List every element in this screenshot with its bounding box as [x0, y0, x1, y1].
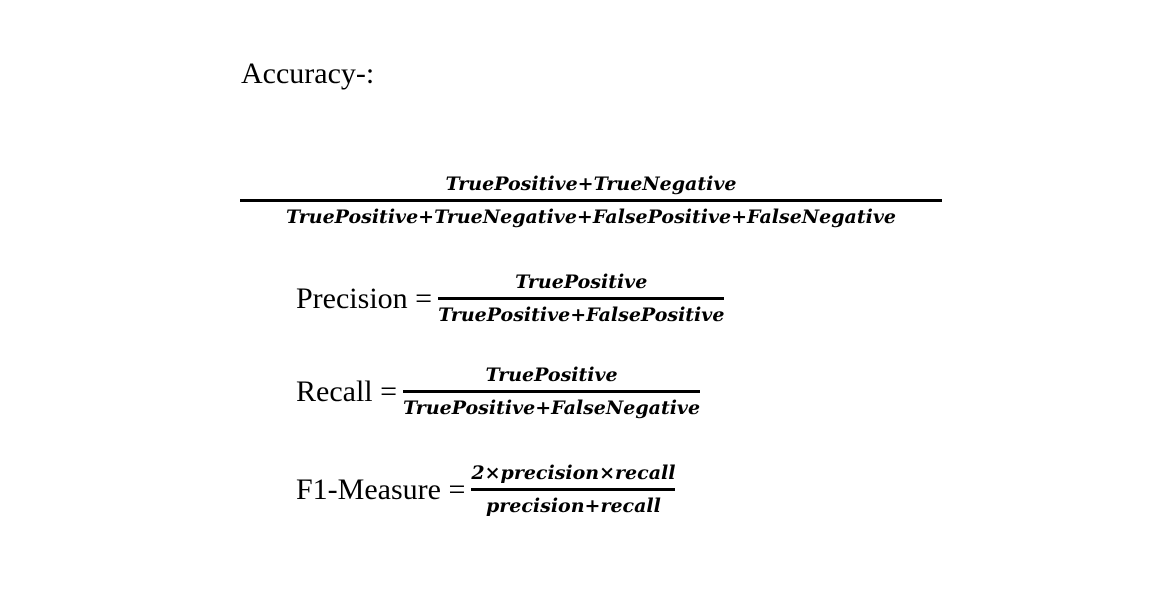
accuracy-numerator: TruePositive+TrueNegative	[445, 173, 737, 195]
accuracy-fraction-bar	[240, 199, 942, 202]
f1-fraction: 2×precision×recall precision+recall	[471, 461, 676, 518]
precision-label: Precision =	[296, 281, 433, 315]
precision-formula: Precision = TruePositive TruePositive+Fa…	[296, 270, 725, 327]
accuracy-heading: Accuracy-:	[241, 57, 375, 90]
recall-fraction: TruePositive TruePositive+FalseNegative	[403, 363, 701, 420]
accuracy-denominator: TruePositive+TrueNegative+FalsePositive+…	[286, 206, 896, 228]
accuracy-fraction: TruePositive+TrueNegative TruePositive+T…	[240, 172, 942, 229]
f1-fraction-bar	[471, 488, 676, 491]
recall-fraction-bar	[403, 390, 701, 393]
precision-numerator: TruePositive	[515, 271, 648, 293]
f1-numerator: 2×precision×recall	[471, 462, 676, 484]
recall-numerator: TruePositive	[485, 364, 618, 386]
f1-formula: F1-Measure = 2×precision×recall precisio…	[296, 461, 676, 518]
precision-denominator: TruePositive+FalsePositive	[438, 304, 725, 326]
recall-denominator: TruePositive+FalseNegative	[403, 397, 701, 419]
f1-label: F1-Measure =	[296, 472, 466, 506]
precision-fraction-bar	[438, 297, 725, 300]
f1-denominator: precision+recall	[485, 495, 661, 517]
recall-label: Recall =	[296, 374, 398, 408]
recall-formula: Recall = TruePositive TruePositive+False…	[296, 363, 701, 420]
precision-fraction: TruePositive TruePositive+FalsePositive	[438, 270, 725, 327]
